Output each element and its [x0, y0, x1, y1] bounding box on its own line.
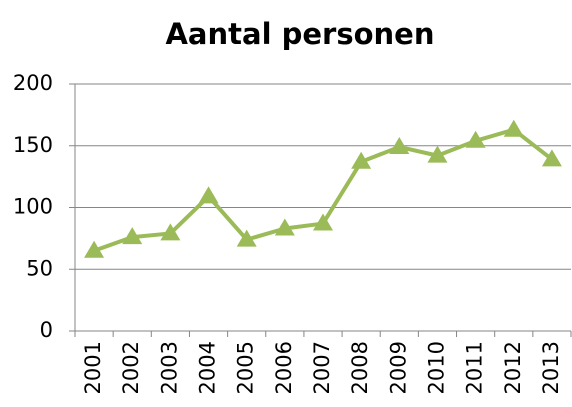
- marker: [274, 218, 295, 236]
- marker: [236, 229, 257, 247]
- marker: [313, 213, 333, 231]
- x-tick-label: 2007: [310, 341, 334, 394]
- marker: [389, 136, 410, 154]
- marker: [427, 145, 448, 163]
- chart-title: Aantal personen: [165, 17, 434, 51]
- x-tick-label: 2005: [234, 341, 258, 394]
- x-tick-label: 2004: [196, 341, 220, 394]
- marker: [198, 186, 219, 204]
- x-tick-label: 2013: [539, 341, 563, 394]
- marker: [465, 130, 486, 148]
- marker: [541, 149, 562, 167]
- x-tick-label: 2009: [386, 341, 410, 394]
- x-tick-label: 2012: [501, 341, 525, 394]
- marker: [84, 240, 105, 258]
- x-tick-label: 2006: [272, 341, 296, 394]
- x-tick-label: 2001: [81, 341, 105, 394]
- marker: [122, 227, 143, 245]
- marker: [351, 151, 372, 169]
- y-tick-label: 0: [40, 318, 53, 342]
- x-tick-label: 2002: [119, 341, 143, 394]
- y-tick-label: 150: [13, 133, 53, 157]
- y-tick-label: 50: [26, 256, 53, 280]
- x-tick-label: 2011: [463, 341, 487, 394]
- y-tick-label: 100: [13, 195, 53, 219]
- x-tick-label: 2010: [424, 341, 448, 394]
- x-tick-label: 2003: [157, 341, 181, 394]
- x-tick-label: 2008: [348, 341, 372, 394]
- marker: [503, 119, 524, 137]
- marker: [160, 223, 181, 241]
- y-tick-label: 200: [13, 71, 53, 95]
- line: [93, 127, 554, 253]
